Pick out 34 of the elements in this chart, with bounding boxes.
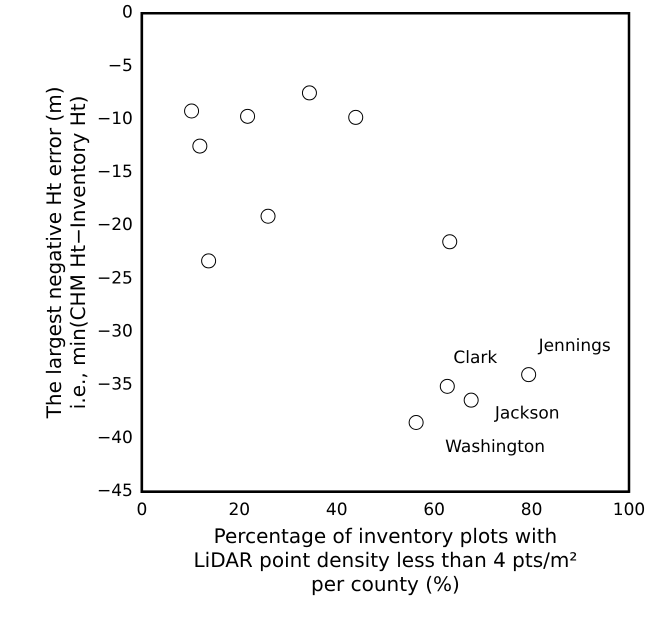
point xyxy=(348,110,364,125)
y-tick-label: −10 xyxy=(96,108,133,129)
y-tick-label: −35 xyxy=(96,374,133,395)
point xyxy=(201,253,216,268)
point xyxy=(521,367,536,382)
point xyxy=(440,378,455,394)
x-tick-label: 80 xyxy=(520,500,542,520)
x-tick-label: 60 xyxy=(423,500,445,520)
annotation: Washington xyxy=(445,436,546,457)
y-tick-label: −25 xyxy=(96,268,133,288)
annotation: Jackson xyxy=(494,404,560,424)
point xyxy=(408,415,424,430)
x-tick-label: 0 xyxy=(136,500,148,520)
point xyxy=(464,392,479,408)
x-tick-label: 40 xyxy=(326,500,348,520)
y-tick-label: −5 xyxy=(108,56,133,76)
y-tick-label: −30 xyxy=(96,322,133,342)
point xyxy=(192,138,208,154)
point xyxy=(442,234,458,250)
annotation: Clark xyxy=(453,348,498,368)
y-tick-label: −15 xyxy=(96,162,133,182)
x-axis-title: Percentage of inventory plots with LiDAR point density less than 4 pts/m² per county (%) xyxy=(193,524,578,596)
point xyxy=(184,104,200,119)
y-axis-title: The largest negative Ht error (m) i.e., min(CHM Ht−Inventory Ht) xyxy=(42,86,90,420)
point xyxy=(302,85,317,100)
y-tick-label: −40 xyxy=(96,428,133,448)
y-tick-label: −20 xyxy=(96,215,133,236)
x-tick-label: 20 xyxy=(228,500,250,520)
y-tick-label: 0 xyxy=(122,2,133,23)
point xyxy=(260,208,276,224)
y-tick-label: −45 xyxy=(96,481,133,502)
point xyxy=(240,108,256,124)
annotation: Jennings xyxy=(538,336,611,356)
x-tick-label: 100 xyxy=(612,500,646,520)
